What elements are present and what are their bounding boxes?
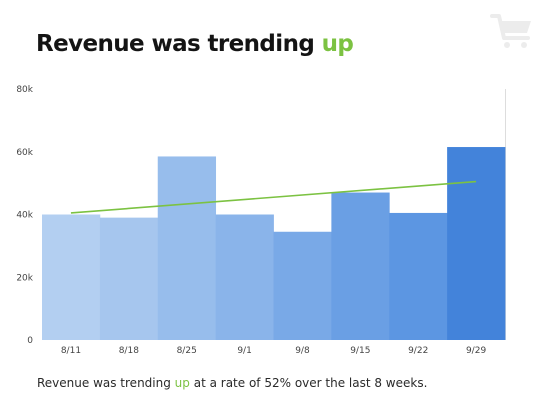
- bar: [99, 217, 159, 340]
- y-tick-label: 20k: [16, 273, 33, 283]
- bar: [447, 147, 506, 340]
- x-tick-label: 8/18: [119, 346, 139, 356]
- y-tick-label: 80k: [16, 85, 33, 95]
- y-tick-label: 0: [27, 336, 33, 346]
- title-accent: up: [321, 31, 354, 57]
- x-tick-label: 8/11: [61, 346, 81, 356]
- shopping-cart-icon: [490, 14, 531, 48]
- bar: [331, 192, 390, 340]
- chart-title: Revenue was trending up: [36, 31, 354, 57]
- caption-accent: up: [174, 376, 190, 390]
- trend-line: [70, 180, 477, 214]
- chart-caption: Revenue was trending up at a rate of 52%…: [37, 376, 427, 390]
- caption-suffix: at a rate of 52% over the last 8 weeks.: [189, 376, 428, 390]
- bar: [42, 214, 101, 340]
- x-tick-label: 9/15: [350, 346, 370, 356]
- title-prefix: Revenue was trending: [36, 31, 322, 57]
- bar: [215, 214, 274, 340]
- x-tick-label: 9/22: [408, 346, 428, 356]
- y-tick-label: 40k: [16, 211, 33, 221]
- bar: [273, 231, 332, 340]
- x-tick-label: 8/25: [177, 346, 197, 356]
- caption-prefix: Revenue was trending: [37, 376, 175, 390]
- bar: [157, 156, 217, 340]
- bar: [389, 212, 448, 340]
- y-tick-label: 60k: [16, 148, 33, 158]
- x-tick-label: 9/8: [295, 346, 310, 356]
- x-tick-label: 9/29: [466, 346, 486, 356]
- x-tick-label: 9/1: [237, 346, 251, 356]
